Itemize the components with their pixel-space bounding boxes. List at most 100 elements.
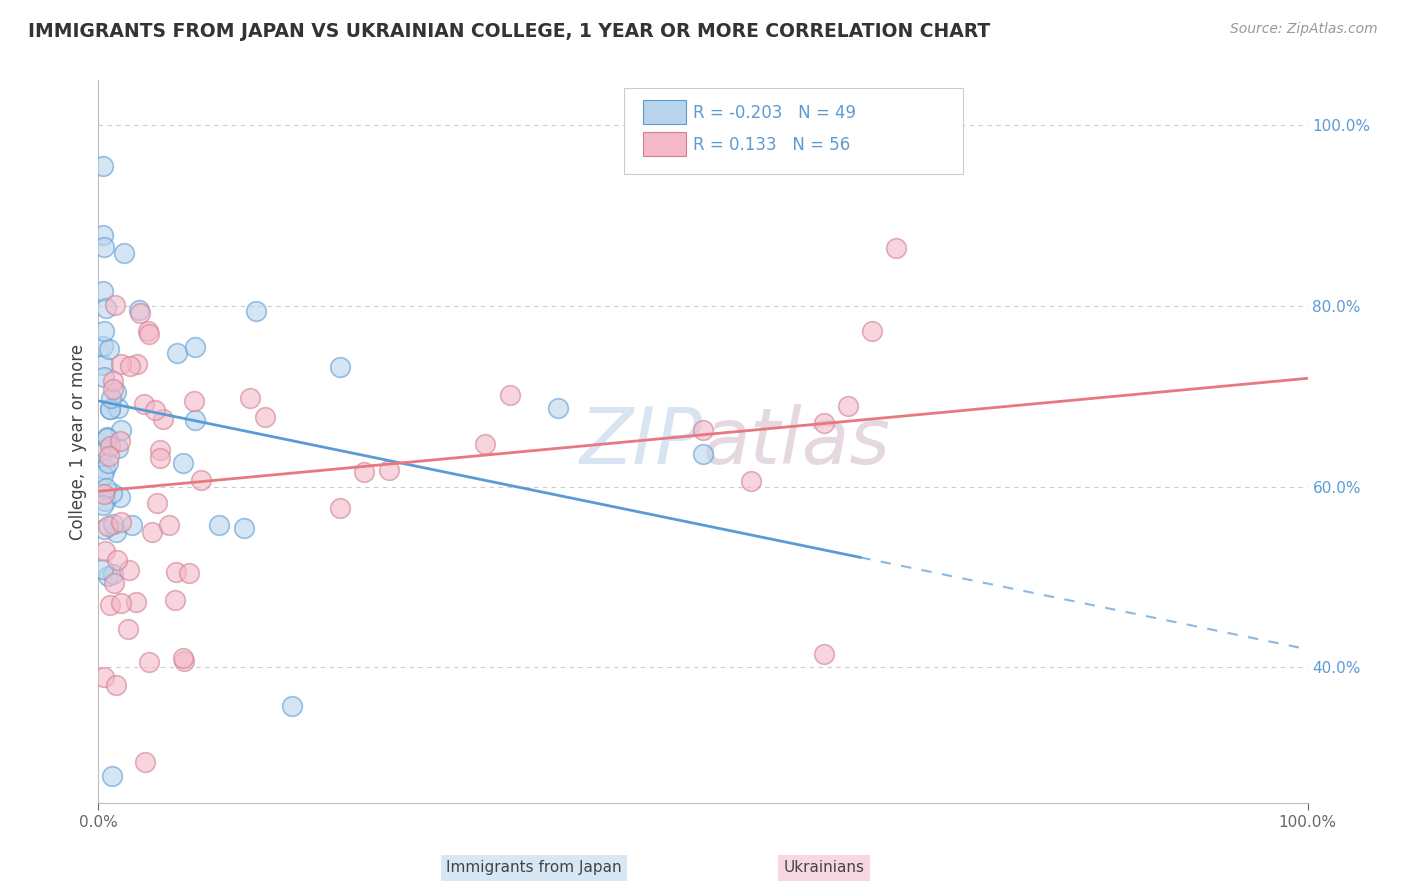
- Point: [105, 678, 128, 692]
- Point: [138, 656, 160, 670]
- FancyBboxPatch shape: [624, 87, 963, 174]
- Point: [149, 450, 172, 465]
- Point: [91, 562, 114, 576]
- Point: [134, 756, 156, 770]
- Point: [129, 306, 152, 320]
- FancyBboxPatch shape: [643, 132, 686, 156]
- Point: [232, 521, 254, 535]
- Point: [547, 401, 569, 415]
- Point: [239, 391, 262, 405]
- Point: [692, 447, 714, 461]
- Point: [837, 399, 859, 413]
- Point: [329, 360, 352, 375]
- Point: [138, 326, 160, 341]
- Point: [112, 245, 135, 260]
- Point: [104, 298, 127, 312]
- Point: [91, 284, 114, 298]
- Point: [254, 409, 277, 424]
- Text: Immigrants from Japan: Immigrants from Japan: [446, 860, 621, 875]
- Point: [101, 517, 124, 532]
- Point: [105, 384, 128, 399]
- Point: [110, 490, 132, 504]
- Point: [96, 442, 118, 456]
- Point: [101, 486, 124, 500]
- Text: Source: ZipAtlas.com: Source: ZipAtlas.com: [1230, 22, 1378, 37]
- Point: [117, 622, 139, 636]
- Point: [91, 359, 114, 373]
- Y-axis label: College, 1 year or more: College, 1 year or more: [69, 343, 87, 540]
- Point: [98, 401, 121, 416]
- Point: [108, 434, 131, 448]
- Point: [208, 518, 231, 533]
- Point: [157, 517, 180, 532]
- Point: [152, 411, 174, 425]
- Point: [377, 463, 399, 477]
- Point: [104, 525, 127, 540]
- Point: [474, 437, 496, 451]
- Point: [93, 487, 115, 501]
- Point: [165, 566, 187, 580]
- Point: [692, 423, 714, 437]
- Text: R = -0.203   N = 49: R = -0.203 N = 49: [693, 103, 856, 122]
- Point: [110, 358, 132, 372]
- Point: [91, 159, 114, 173]
- Point: [91, 339, 114, 353]
- Point: [91, 498, 114, 512]
- Point: [93, 522, 115, 536]
- Point: [98, 439, 121, 453]
- Point: [118, 563, 141, 577]
- FancyBboxPatch shape: [643, 100, 686, 124]
- Point: [740, 474, 762, 488]
- Point: [100, 391, 122, 405]
- Point: [101, 769, 124, 783]
- Point: [353, 465, 375, 479]
- Text: atlas: atlas: [703, 403, 891, 480]
- Point: [93, 670, 115, 684]
- Point: [125, 595, 148, 609]
- Point: [93, 240, 115, 254]
- Point: [97, 519, 120, 533]
- Point: [96, 431, 118, 445]
- Point: [172, 650, 194, 665]
- Point: [101, 382, 124, 396]
- Point: [98, 402, 121, 417]
- Text: Ukrainians: Ukrainians: [783, 860, 865, 875]
- Point: [281, 698, 304, 713]
- Point: [184, 413, 207, 427]
- Point: [813, 647, 835, 661]
- Point: [183, 393, 205, 408]
- Point: [190, 473, 212, 487]
- Point: [110, 516, 132, 530]
- Point: [146, 496, 169, 510]
- Point: [120, 359, 142, 373]
- Point: [184, 340, 207, 354]
- Point: [172, 456, 194, 470]
- Point: [179, 566, 201, 581]
- Point: [105, 552, 128, 566]
- Point: [91, 227, 114, 242]
- Point: [97, 568, 120, 582]
- Text: R = 0.133   N = 56: R = 0.133 N = 56: [693, 136, 851, 153]
- Point: [98, 449, 121, 463]
- Point: [94, 544, 117, 558]
- Point: [886, 241, 908, 255]
- Point: [103, 567, 125, 582]
- Point: [93, 324, 115, 338]
- Point: [173, 654, 195, 668]
- Point: [110, 423, 132, 437]
- Point: [94, 462, 117, 476]
- Point: [149, 442, 172, 457]
- Point: [166, 346, 188, 360]
- Point: [91, 468, 114, 483]
- Point: [329, 501, 352, 516]
- Point: [110, 596, 132, 610]
- Point: [498, 388, 520, 402]
- Point: [103, 374, 125, 388]
- Point: [121, 518, 143, 533]
- Point: [136, 324, 159, 338]
- Point: [94, 481, 117, 495]
- Point: [127, 357, 149, 371]
- Point: [245, 304, 267, 318]
- Point: [93, 369, 115, 384]
- Point: [98, 598, 121, 612]
